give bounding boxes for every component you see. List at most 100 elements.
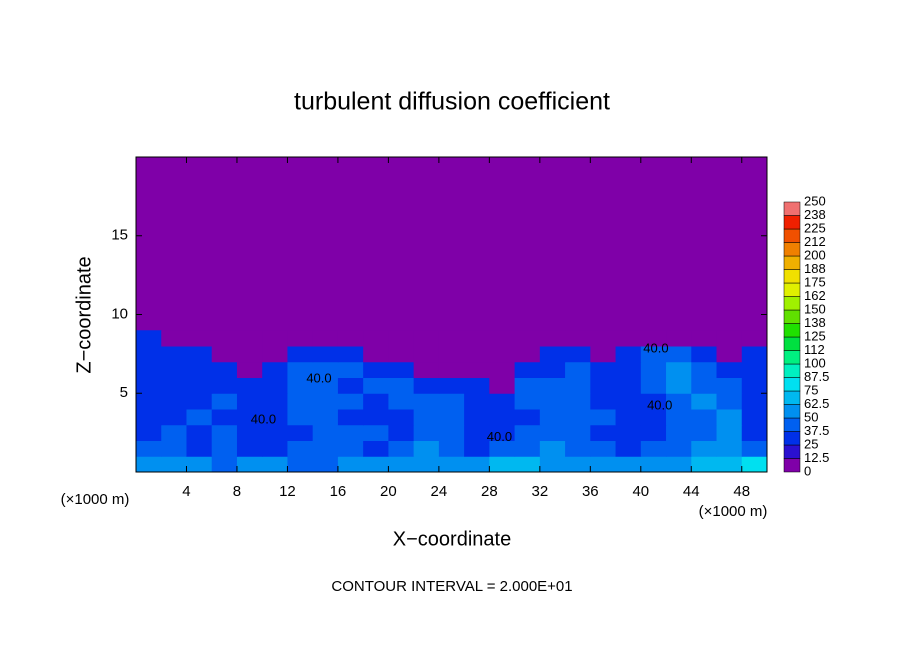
- field-cell: [489, 346, 516, 363]
- field-cell: [211, 361, 238, 378]
- field-cell: [211, 424, 238, 441]
- field-cell: [136, 409, 162, 426]
- field-cell: [565, 330, 591, 347]
- field-cell: [236, 361, 263, 378]
- field-cell: [186, 361, 213, 378]
- field-cell: [186, 409, 213, 426]
- field-cell: [640, 424, 667, 441]
- field-cell: [565, 424, 591, 441]
- field-cell: [161, 393, 187, 410]
- field-cell: [312, 409, 339, 426]
- field-cell: [666, 440, 692, 457]
- field-cell: [615, 393, 642, 410]
- field-cell: [565, 456, 591, 473]
- field-cell: [388, 393, 415, 410]
- field-cell: [363, 393, 389, 410]
- field-cell: [413, 424, 440, 441]
- field-cell: [741, 361, 768, 378]
- field-cell: [363, 377, 389, 394]
- field-cell: [514, 424, 541, 441]
- field-cell: [666, 393, 692, 410]
- field-cell: [640, 456, 667, 473]
- field-cell: [337, 361, 364, 378]
- field-cell: [489, 424, 516, 441]
- field-cell: [741, 393, 768, 410]
- field-cell: [161, 361, 187, 378]
- field-cell: [741, 330, 768, 347]
- field-cell: [539, 346, 566, 363]
- colorbar-swatch: [783, 444, 801, 459]
- field-cell: [388, 409, 415, 426]
- field-cell: [741, 409, 768, 426]
- colorbar-label: 37.5: [804, 423, 829, 438]
- field-cell: [590, 346, 617, 363]
- field-cell: [691, 409, 718, 426]
- field-cell: [590, 377, 617, 394]
- chart-title: turbulent diffusion coefficient: [294, 88, 610, 116]
- colorbar-swatch: [783, 390, 801, 405]
- colorbar-label: 225: [804, 220, 826, 235]
- colorbar-swatch: [783, 417, 801, 432]
- colorbar-swatch: [783, 228, 801, 243]
- field-cell: [161, 440, 187, 457]
- field-cell: [136, 424, 162, 441]
- x-tick-label: 4: [182, 483, 190, 500]
- field-cell: [262, 330, 288, 347]
- field-cell: [161, 330, 187, 347]
- field-cell: [539, 440, 566, 457]
- y-tick-label: 5: [120, 384, 128, 401]
- field-cell: [539, 330, 566, 347]
- field-cell: [312, 440, 339, 457]
- field-cell: [666, 409, 692, 426]
- field-cell: [287, 377, 314, 394]
- field-cell: [565, 346, 591, 363]
- field-cell: [464, 393, 490, 410]
- field-cell: [615, 409, 642, 426]
- field-cell: [236, 456, 263, 473]
- field-cell: [262, 377, 288, 394]
- colorbar-swatch: [783, 255, 801, 270]
- field-cell: [388, 424, 415, 441]
- field-cell: [262, 393, 288, 410]
- field-cell: [565, 361, 591, 378]
- field-cell: [413, 393, 440, 410]
- field-cell: [438, 330, 465, 347]
- field-cell: [161, 456, 187, 473]
- field-cell: [666, 424, 692, 441]
- field-cell: [716, 409, 743, 426]
- field-cell: [691, 346, 718, 363]
- field-cell: [211, 346, 238, 363]
- field-cell: [691, 424, 718, 441]
- field-cell: [136, 346, 162, 363]
- field-cell: [211, 456, 238, 473]
- contour-label: 40.0: [643, 341, 668, 356]
- field-cell: [640, 409, 667, 426]
- field-cell: [464, 346, 490, 363]
- field-cell: [312, 393, 339, 410]
- field-cell: [514, 377, 541, 394]
- colorbar-swatch: [783, 350, 801, 365]
- field-cell: [312, 456, 339, 473]
- field-cell: [211, 440, 238, 457]
- colorbar-swatch: [783, 215, 801, 230]
- colorbar-label: 250: [804, 193, 826, 208]
- field-cell: [565, 393, 591, 410]
- field-cell: [741, 346, 768, 363]
- contour-label: 40.0: [306, 371, 331, 386]
- field-cell: [363, 361, 389, 378]
- colorbar-label: 138: [804, 315, 826, 330]
- field-cell: [438, 361, 465, 378]
- field-cell: [262, 346, 288, 363]
- field-cell: [640, 330, 667, 347]
- field-cell: [716, 361, 743, 378]
- field-cell: [236, 330, 263, 347]
- field-cell: [539, 361, 566, 378]
- x-tick-label: 28: [481, 483, 498, 500]
- field-cell: [337, 409, 364, 426]
- colorbar-label: 150: [804, 301, 826, 316]
- field-cell: [186, 424, 213, 441]
- field-cell: [640, 361, 667, 378]
- contour-label: 40.0: [251, 411, 276, 426]
- field-cell: [413, 330, 440, 347]
- colorbar-swatch: [783, 377, 801, 392]
